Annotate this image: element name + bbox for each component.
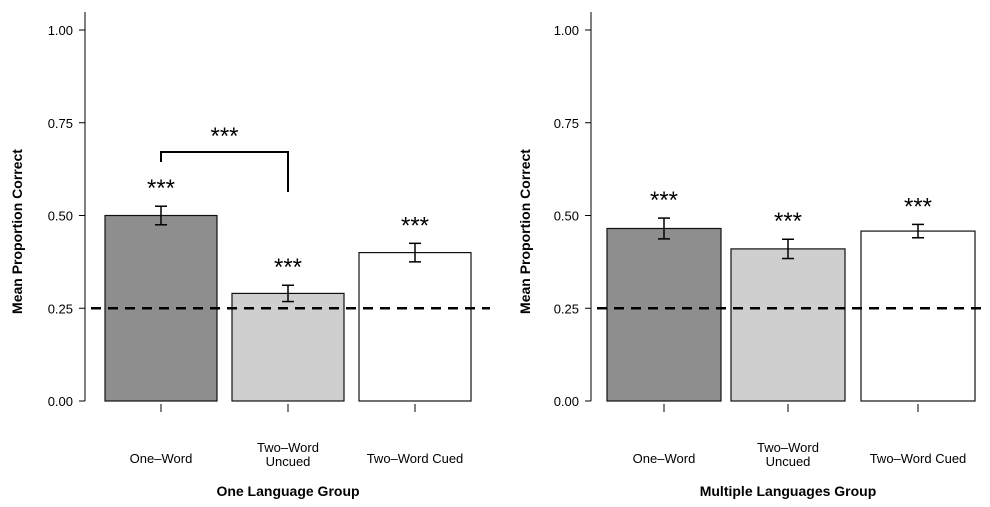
x-tick-label: Two–Word	[757, 440, 819, 455]
significance-marker: ***	[147, 175, 175, 202]
y-tick-label: 0.75	[48, 116, 73, 131]
x-tick-label: Uncued	[266, 454, 311, 469]
bar	[231, 292, 345, 402]
x-axis-title: Multiple Languages Group	[700, 483, 877, 499]
y-tick-label: 0.50	[554, 209, 579, 224]
x-tick-label: One–Word	[130, 451, 193, 466]
x-axis-title: One Language Group	[216, 483, 359, 499]
significance-marker: ***	[650, 187, 678, 214]
y-tick-label: 1.00	[48, 23, 73, 38]
bracket-significance-marker: ***	[210, 123, 238, 150]
y-tick-label: 0.25	[48, 301, 73, 316]
significance-marker: ***	[904, 193, 932, 220]
significance-marker: ***	[774, 208, 802, 235]
significance-marker: ***	[274, 254, 302, 281]
x-tick-label: Two–Word	[257, 440, 319, 455]
y-tick-label: 0.25	[554, 301, 579, 316]
bar	[606, 227, 722, 402]
y-axis-title: Mean Proportion Correct	[9, 149, 25, 314]
y-axis-title: Mean Proportion Correct	[517, 149, 533, 314]
x-tick-label: Two–Word Cued	[870, 451, 967, 466]
y-tick-label: 0.00	[554, 394, 579, 409]
y-tick-label: 1.00	[554, 23, 579, 38]
bar	[358, 252, 472, 402]
chart-panel-1: 0.00 0.25 0.50 0.75 1.00 Mean Proportion Corr…	[9, 12, 490, 499]
y-tick-label: 0.75	[554, 116, 579, 131]
comparison-bracket	[160, 151, 289, 192]
significance-marker: ***	[401, 212, 429, 239]
x-tick-label: Uncued	[766, 454, 811, 469]
y-tick-label: 0.50	[48, 209, 73, 224]
x-tick-label: One–Word	[633, 451, 696, 466]
y-tick-label: 0.00	[48, 394, 73, 409]
chart-panel-2: 0.00 0.25 0.50 0.75 1.00 Mean Proportion Corr…	[517, 12, 985, 499]
bar	[860, 230, 976, 402]
bar	[730, 248, 846, 402]
x-tick-label: Two–Word Cued	[367, 451, 464, 466]
